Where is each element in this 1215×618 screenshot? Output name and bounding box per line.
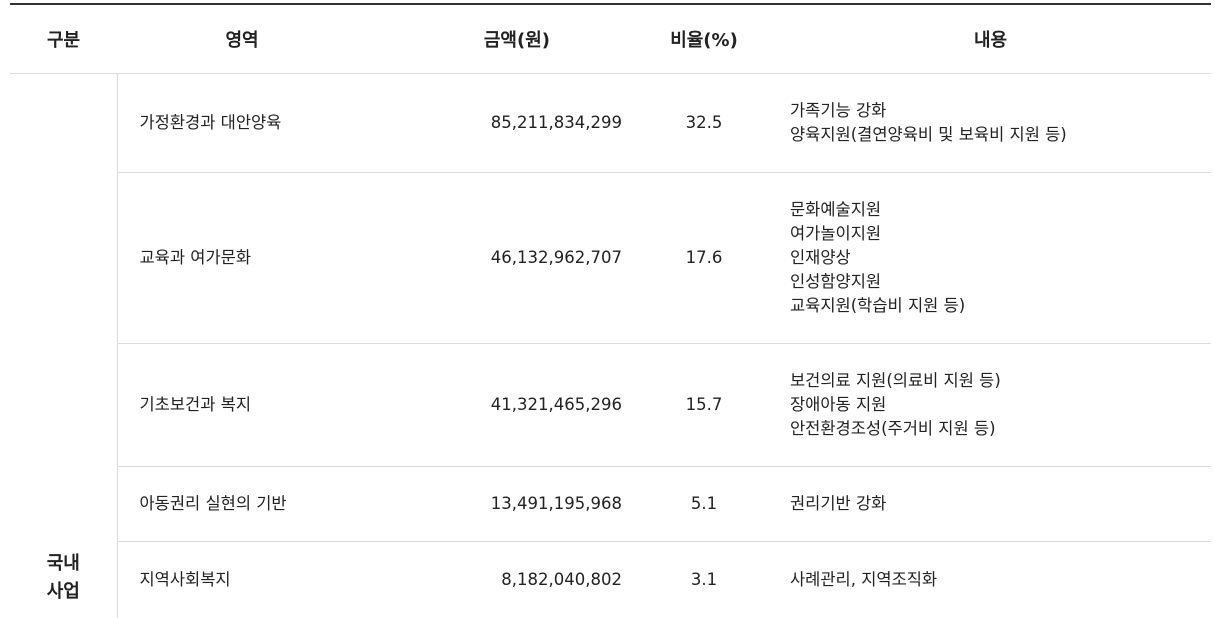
area-cell: 기초보건과 복지 xyxy=(117,343,367,467)
table-row: 아동권리 실현의 기반 13,491,195,968 5.1 권리기반 강화 xyxy=(10,466,1211,542)
ratio-cell: 32.5 xyxy=(638,73,770,173)
content-line: 문화예술지원 xyxy=(790,200,882,219)
content-line: 장애아동 지원 xyxy=(790,395,887,414)
amount-cell: 41,321,465,296 xyxy=(367,343,638,467)
category-label-line: 사업 xyxy=(46,580,80,602)
area-cell: 가정환경과 대안양육 xyxy=(117,73,367,173)
header-category: 구분 xyxy=(10,4,117,74)
content-line: 인성함양지원 xyxy=(790,272,882,291)
amount-cell: 8,182,040,802 xyxy=(501,569,622,589)
content-line: 가족기능 강화 xyxy=(790,101,887,120)
amount-cell: 13,491,195,968 xyxy=(367,466,638,542)
category-cell: 국내 사업 xyxy=(10,73,118,618)
content-line: 인재양상 xyxy=(790,248,851,267)
ratio-cell: 3.1 xyxy=(690,569,718,589)
header-area: 영역 xyxy=(117,4,367,74)
content-cell: 보건의료 지원(의료비 지원 등) 장애아동 지원 안전환경조성(주거비 지원 … xyxy=(770,343,1211,467)
budget-table: 구분 영역 금액(원) 비율(%) 내용 국내 사업 가정환경과 대안양육 85… xyxy=(10,3,1211,618)
content-cell: 사례관리, 지역조직화 xyxy=(770,542,1211,618)
content-line: 권리기반 강화 xyxy=(790,494,887,513)
ratio-cell: 17.6 xyxy=(638,172,770,344)
area-cell: 교육과 여가문화 xyxy=(117,172,367,344)
table-row: 교육과 여가문화 46,132,962,707 17.6 문화예술지원 여가놀이… xyxy=(10,172,1211,344)
content-cell: 문화예술지원 여가놀이지원 인재양상 인성함양지원 교육지원(학습비 지원 등) xyxy=(770,172,1211,344)
area-cell: 아동권리 실현의 기반 xyxy=(117,466,367,542)
table-row: 국내 사업 가정환경과 대안양육 85,211,834,299 32.5 가족기… xyxy=(10,73,1211,618)
content-cell: 가족기능 강화 양육지원(결연양육비 및 보육비 지원 등) xyxy=(770,73,1211,173)
content-line: 안전환경조성(주거비 지원 등) xyxy=(790,419,996,438)
table-row: 지역사회복지 8,182,040,802 3.1 사례관리, 지역조직화 xyxy=(10,542,1211,618)
table-row: 기초보건과 복지 41,321,465,296 15.7 보건의료 지원(의료비… xyxy=(10,343,1211,467)
ratio-cell: 5.1 xyxy=(638,466,770,542)
content-line: 보건의료 지원(의료비 지원 등) xyxy=(790,371,1001,390)
header-content: 내용 xyxy=(770,4,1211,74)
content-line: 사례관리, 지역조직화 xyxy=(790,569,938,589)
amount-cell: 85,211,834,299 xyxy=(367,73,638,173)
ratio-cell: 15.7 xyxy=(638,343,770,467)
header-ratio: 비율(%) xyxy=(638,4,770,74)
header-amount: 금액(원) xyxy=(367,4,638,74)
amount-cell: 46,132,962,707 xyxy=(367,172,638,344)
category-label-line: 국내 xyxy=(46,552,80,574)
content-line: 교육지원(학습비 지원 등) xyxy=(790,296,966,315)
header-row: 구분 영역 금액(원) 비율(%) 내용 xyxy=(10,4,1211,74)
area-cell: 지역사회복지 xyxy=(139,569,231,589)
content-line: 양육지원(결연양육비 및 보육비 지원 등) xyxy=(790,125,1067,144)
content-cell: 권리기반 강화 xyxy=(770,466,1211,542)
content-line: 여가놀이지원 xyxy=(790,224,882,243)
